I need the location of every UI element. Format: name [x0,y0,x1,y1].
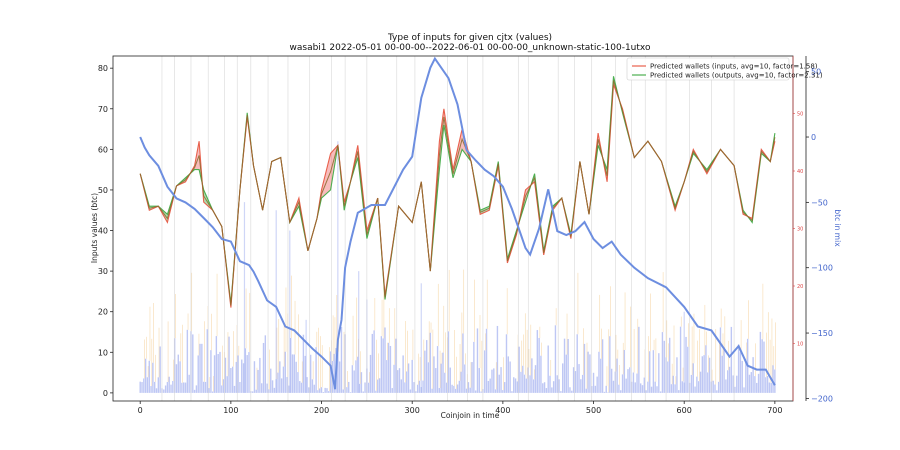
y-tick-label: 30 [98,267,108,276]
overlap-line [139,80,776,306]
legend: Predicted wallets (inputs, avg=10, facto… [626,57,823,81]
right-outer-tick-label: −200 [811,394,833,403]
right-inner-tick-label: 50 [797,112,803,118]
right-inner-tick-label: 30 [797,227,803,233]
right-outer-tick-label: 50 [811,68,821,77]
legend-label: Predicted wallets (outputs, avg=10, fact… [650,72,823,80]
y-tick-label: 80 [98,64,108,73]
y-tick-label: 0 [103,389,108,398]
x-tick-label: 200 [314,406,329,415]
plot-background [113,56,793,401]
right-outer-tick-label: −50 [811,198,828,207]
series-lines [139,56,776,390]
axes: 0 100 200 300 400 500 600 700010203040506070801… [98,55,833,415]
right-inner-tick-label: 40 [797,169,803,175]
x-tick-label: 600 [677,406,692,415]
right-outer-tick-label: 0 [811,133,816,142]
right-inner-tick-label: 20 [797,284,803,290]
legend-box [626,57,790,81]
x-tick-label: 100 [223,406,238,415]
plot-area [113,56,793,401]
y-tick-label: 10 [98,348,108,357]
right-outer-tick-label: −100 [811,264,833,273]
chart-title: Type of inputs for given cjtx (values) [387,33,552,43]
y-axis-right-label: btc in mix [833,209,842,247]
y-tick-label: 50 [98,186,108,195]
vertical-gridlines [161,56,735,401]
legend-label: Predicted wallets (inputs, avg=10, facto… [650,63,818,71]
chart-subtitle: wasabi1 2022-05-01 00-00-00--2022-06-01 … [290,43,651,53]
x-axis-label: Coinjoin in time [441,411,500,420]
y-tick-label: 20 [98,308,108,317]
right-outer-tick-label: −150 [811,329,833,338]
y-tick-label: 60 [98,145,108,154]
input-bars [139,141,776,393]
x-tick-label: 700 [767,406,782,415]
y-tick-label: 40 [98,227,108,236]
y-axis-label: Inputs values (btc) [90,193,99,263]
x-tick-label: 300 [405,406,420,415]
x-tick-label: 400 [495,406,510,415]
x-tick-label: 0 [138,406,143,415]
right-inner-tick-label: 10 [797,342,803,348]
y-tick-label: 70 [98,105,108,114]
x-tick-label: 500 [586,406,601,415]
btc-in-mix-line [139,56,776,390]
